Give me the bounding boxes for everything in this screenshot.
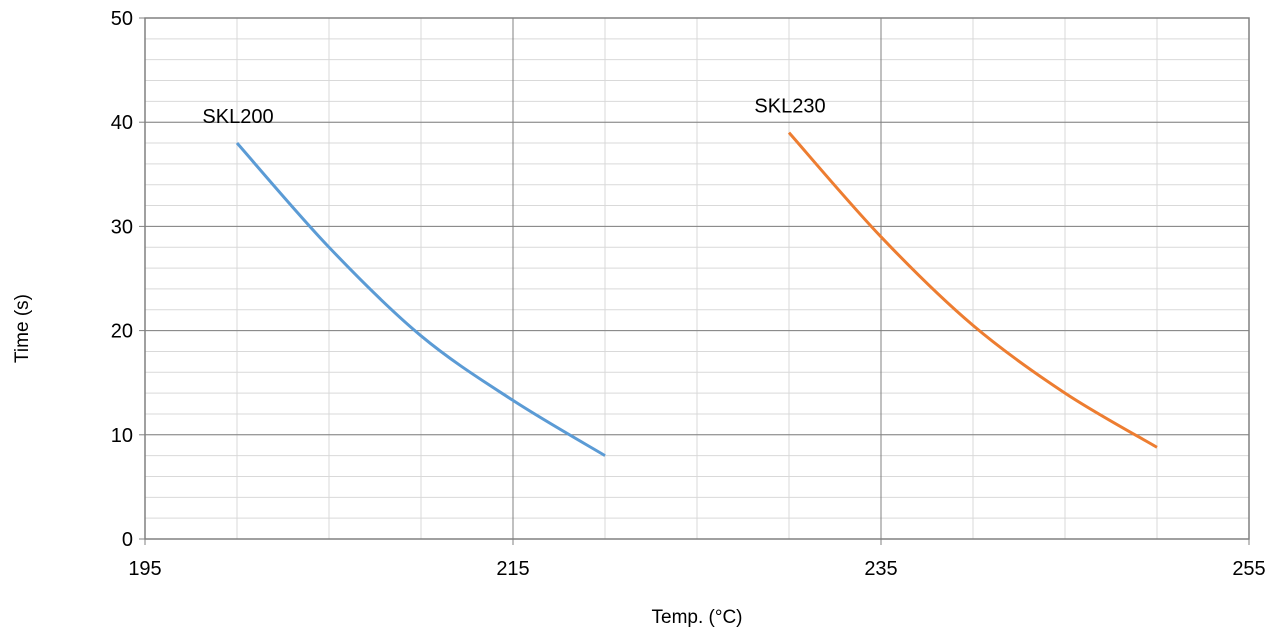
y-tick-label: 0 — [122, 529, 133, 551]
series-annotation-skl230: SKL230 — [754, 96, 825, 118]
series-lines — [235, 131, 1158, 457]
minor-gridlines — [144, 17, 1250, 540]
y-tick-label: 40 — [111, 112, 133, 134]
y-tick-label: 10 — [111, 425, 133, 447]
y-axis-title: Time (s) — [12, 294, 33, 363]
x-tick-label: 235 — [864, 558, 897, 580]
series-line-skl200 — [235, 142, 606, 457]
y-tick-label: 20 — [111, 321, 133, 343]
series-annotations: SKL200 SKL230 — [202, 96, 825, 128]
series-annotation-skl200: SKL200 — [202, 106, 273, 128]
y-tick-label: 50 — [111, 8, 133, 30]
y-axis-ticks: 0 10 20 30 40 50 — [111, 8, 145, 551]
x-tick-label: 195 — [128, 558, 161, 580]
y-tick-label: 30 — [111, 216, 133, 238]
series-line-skl230 — [787, 131, 1158, 449]
x-tick-label: 255 — [1232, 558, 1265, 580]
x-axis-title: Temp. (°C) — [652, 607, 743, 628]
major-gridlines — [144, 17, 1250, 540]
plot-area-frame — [144, 17, 1250, 540]
x-tick-label: 215 — [496, 558, 529, 580]
x-axis-ticks: 195 215 235 255 — [128, 539, 1266, 580]
